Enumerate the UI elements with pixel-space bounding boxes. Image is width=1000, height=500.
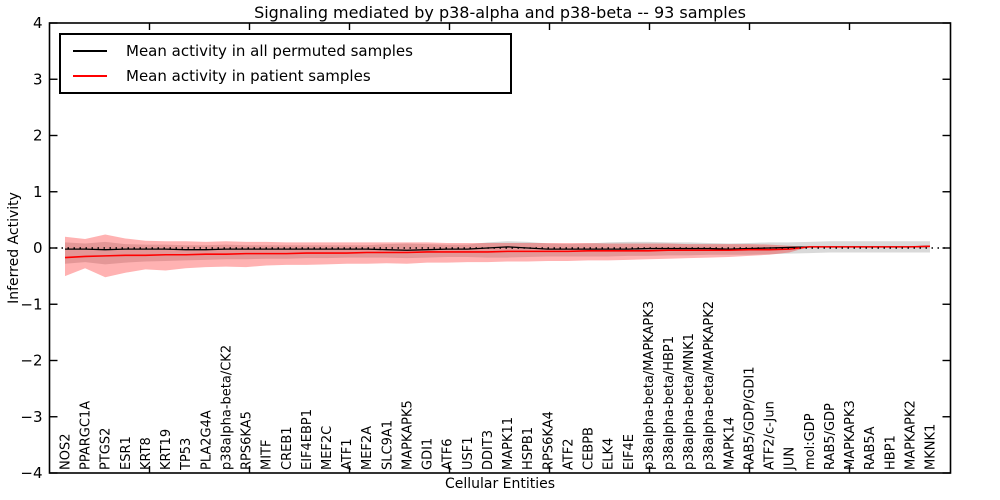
x-tick-label: PTGS2 [99, 428, 114, 470]
x-tick-label: EIF4E [622, 434, 637, 470]
y-tick-label: 2 [33, 127, 43, 145]
chart-title: Signaling mediated by p38-alpha and p38-… [254, 3, 746, 22]
x-tick-label: MAPK11 [501, 417, 516, 470]
x-tick-label: MAPKAPK5 [400, 400, 415, 470]
x-tick-label: JUN [783, 447, 798, 471]
x-tick-label: p38alpha-beta/MAPKAPK3 [642, 301, 657, 470]
x-tick-label: KRT8 [139, 437, 154, 470]
y-tick-label: −1 [20, 295, 42, 313]
x-tick-label: p38alpha-beta/CK2 [219, 345, 234, 470]
y-tick-label: 0 [33, 239, 43, 257]
x-tick-label: MAPKAPK2 [903, 400, 918, 470]
x-tick-label: ATF6 [441, 438, 456, 470]
x-tick-label: CEBPB [582, 427, 597, 470]
y-tick-label: 3 [33, 70, 43, 88]
x-tick-label: PLA2G4A [199, 410, 214, 470]
x-tick-label: ATF2/c-Jun [763, 401, 778, 470]
x-axis-label: Cellular Entities [444, 476, 556, 492]
y-tick-label: 1 [33, 183, 43, 201]
legend-item-permuted: Mean activity in all permuted samples [61, 38, 510, 64]
x-tick-label: HSPB1 [521, 427, 536, 470]
x-tick-label: USF1 [461, 436, 476, 470]
x-tick-label: p38alpha-beta/MAPKAPK2 [702, 301, 717, 470]
y-axis-label: Inferred Activity [6, 192, 22, 304]
x-tick-label: MEF2C [320, 426, 335, 470]
x-tick-label: RPS6KA4 [541, 411, 556, 470]
legend-label-permuted-samples: Mean activity in all permuted samples [126, 41, 413, 60]
x-tick-label: MEF2A [360, 426, 375, 470]
x-tick-label: HBP1 [883, 435, 898, 470]
x-tick-label: MITF [260, 440, 275, 470]
x-tick-label: CREB1 [280, 426, 295, 470]
x-tick-label: RAB5/GDP [823, 403, 838, 470]
legend-line-permuted-samples [73, 49, 107, 52]
y-tick-label: 4 [33, 14, 43, 32]
patient-samples-band [65, 234, 930, 278]
y-tick-label: −4 [20, 464, 42, 482]
x-tick-label: ELK4 [602, 438, 617, 470]
x-tick-label: TP53 [179, 438, 194, 471]
x-tick-label: ATF2 [561, 438, 576, 470]
x-tick-label: mol:GDP [803, 413, 818, 470]
x-tick-label: p38alpha-beta/HBP1 [662, 336, 677, 470]
x-tick-label: ESR1 [119, 436, 134, 470]
x-tick-label: RAB5/GDP/GDI1 [742, 367, 757, 470]
legend-label-patient-samples: Mean activity in patient samples [126, 67, 371, 86]
x-tick-label: DDIT3 [481, 430, 496, 470]
x-tick-label: p38alpha-beta/MNK1 [682, 333, 697, 470]
legend-line-patient-samples [73, 75, 107, 78]
x-tick-label: MAPK14 [722, 417, 737, 470]
series-line-permuted [65, 245, 931, 251]
x-tick-label: MAPKAPK3 [843, 400, 858, 470]
permuted-samples-band [65, 241, 930, 265]
y-tick-label: −2 [20, 352, 42, 370]
y-tick-label: −3 [20, 408, 42, 426]
x-tick-label: GDI1 [421, 438, 436, 470]
x-tick-label: PPARGC1A [79, 401, 94, 470]
legend-item-patient: Mean activity in patient samples [61, 64, 510, 90]
legend: Mean activity in all permuted samples Me… [59, 33, 512, 94]
x-tick-label: RAB5A [863, 426, 878, 470]
x-tick-label: KRT19 [159, 429, 174, 470]
x-tick-label: MKNK1 [924, 424, 939, 470]
x-tick-label: EIF4EBP1 [300, 409, 315, 470]
x-tick-label: RPS6KA5 [240, 411, 255, 470]
x-tick-label: ATF1 [340, 438, 355, 470]
x-tick-label: SLC9A1 [380, 420, 395, 470]
x-tick-label: NOS2 [59, 434, 74, 470]
series-line-patient [64, 245, 931, 259]
